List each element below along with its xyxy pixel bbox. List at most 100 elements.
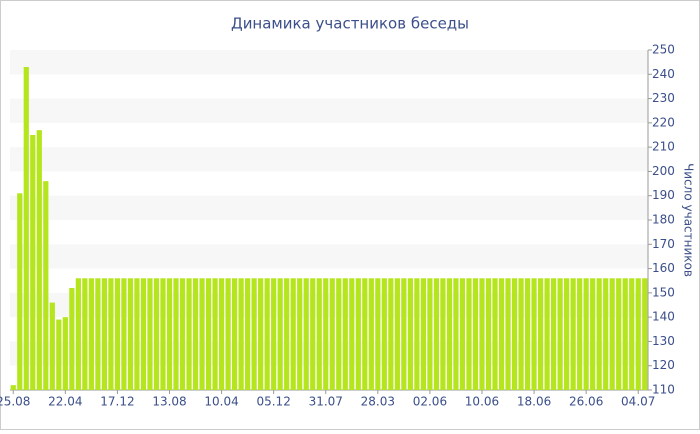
bar	[186, 278, 192, 390]
y-axis-label: Число участников	[682, 163, 696, 277]
bar	[251, 278, 257, 390]
bar	[277, 278, 283, 390]
bar	[537, 278, 544, 390]
y-tick-label: 230	[652, 91, 675, 105]
bar	[420, 278, 427, 390]
bar	[401, 278, 407, 390]
bar	[564, 278, 570, 390]
bar	[505, 278, 511, 390]
bar	[323, 278, 329, 390]
bar	[75, 278, 81, 390]
bar	[518, 278, 524, 390]
bar	[603, 278, 609, 390]
grid-band	[10, 244, 648, 269]
bar	[479, 278, 485, 390]
bar	[297, 278, 303, 390]
y-tick-label: 160	[652, 261, 675, 275]
y-tick-label: 200	[652, 164, 675, 178]
bar	[427, 278, 433, 390]
y-tick-label: 210	[652, 140, 675, 154]
grid-band	[10, 98, 648, 123]
bar	[511, 278, 518, 390]
x-tick-label: 31.07	[309, 395, 343, 409]
bar	[472, 278, 479, 390]
bar	[121, 278, 127, 390]
bar	[147, 278, 153, 390]
bar	[166, 278, 173, 390]
y-tick-label: 180	[652, 213, 675, 227]
bar	[524, 278, 531, 390]
x-tick-label: 28.03	[361, 395, 395, 409]
bar	[616, 278, 622, 390]
grid-band	[10, 195, 648, 220]
bar	[310, 278, 316, 390]
y-tick-label: 130	[652, 334, 675, 348]
bar	[69, 288, 75, 390]
bar	[459, 278, 466, 390]
bar	[446, 278, 453, 390]
bar	[362, 278, 368, 390]
bar	[17, 193, 23, 390]
bar	[635, 278, 641, 390]
bar	[453, 278, 459, 390]
bar	[212, 278, 218, 390]
bar	[394, 278, 400, 390]
y-tick-label: 140	[652, 310, 675, 324]
bar	[160, 278, 166, 390]
bar	[590, 278, 596, 390]
y-tick-label: 170	[652, 237, 675, 251]
y-tick-label: 250	[652, 43, 675, 57]
bar	[95, 278, 101, 390]
bar	[218, 278, 225, 390]
bar	[544, 278, 550, 390]
bar	[642, 278, 648, 390]
y-tick-label: 120	[652, 358, 675, 372]
grid-band	[10, 147, 648, 172]
bar	[258, 278, 264, 390]
bar	[290, 278, 296, 390]
bar	[108, 278, 114, 390]
bar	[466, 278, 472, 390]
bar	[271, 278, 277, 390]
y-tick-label: 240	[652, 67, 675, 81]
bar	[336, 278, 342, 390]
bar	[82, 278, 88, 390]
bar	[199, 278, 205, 390]
bar	[550, 278, 557, 390]
bar	[368, 278, 374, 390]
bar	[329, 278, 335, 390]
bar	[531, 278, 537, 390]
x-tick-label: 17.12	[100, 395, 134, 409]
bar	[140, 278, 147, 390]
bar	[609, 278, 615, 390]
bar	[583, 278, 589, 390]
y-tick-label: 110	[652, 383, 675, 397]
bar	[62, 317, 68, 390]
x-tick-label: 05.12	[256, 395, 290, 409]
y-tick-label: 220	[652, 115, 675, 129]
grid-band	[10, 50, 648, 75]
bar	[342, 278, 348, 390]
x-tick-label: 25.08	[0, 395, 30, 409]
bar	[570, 278, 576, 390]
bar	[134, 278, 140, 390]
bar	[303, 278, 309, 390]
bar	[30, 135, 36, 390]
x-tick-label: 18.06	[517, 395, 551, 409]
bar	[225, 278, 231, 390]
bar	[414, 278, 420, 390]
x-tick-label: 10.06	[465, 395, 499, 409]
bar	[355, 278, 361, 390]
bar	[498, 278, 505, 390]
bar	[43, 181, 49, 390]
x-tick-label: 02.06	[413, 395, 447, 409]
bar	[101, 278, 108, 390]
x-tick-label: 04.07	[621, 395, 655, 409]
bar	[205, 278, 212, 390]
bar	[192, 278, 199, 390]
bar	[173, 278, 179, 390]
bar	[56, 319, 62, 390]
bar	[264, 278, 270, 390]
bar	[114, 278, 121, 390]
